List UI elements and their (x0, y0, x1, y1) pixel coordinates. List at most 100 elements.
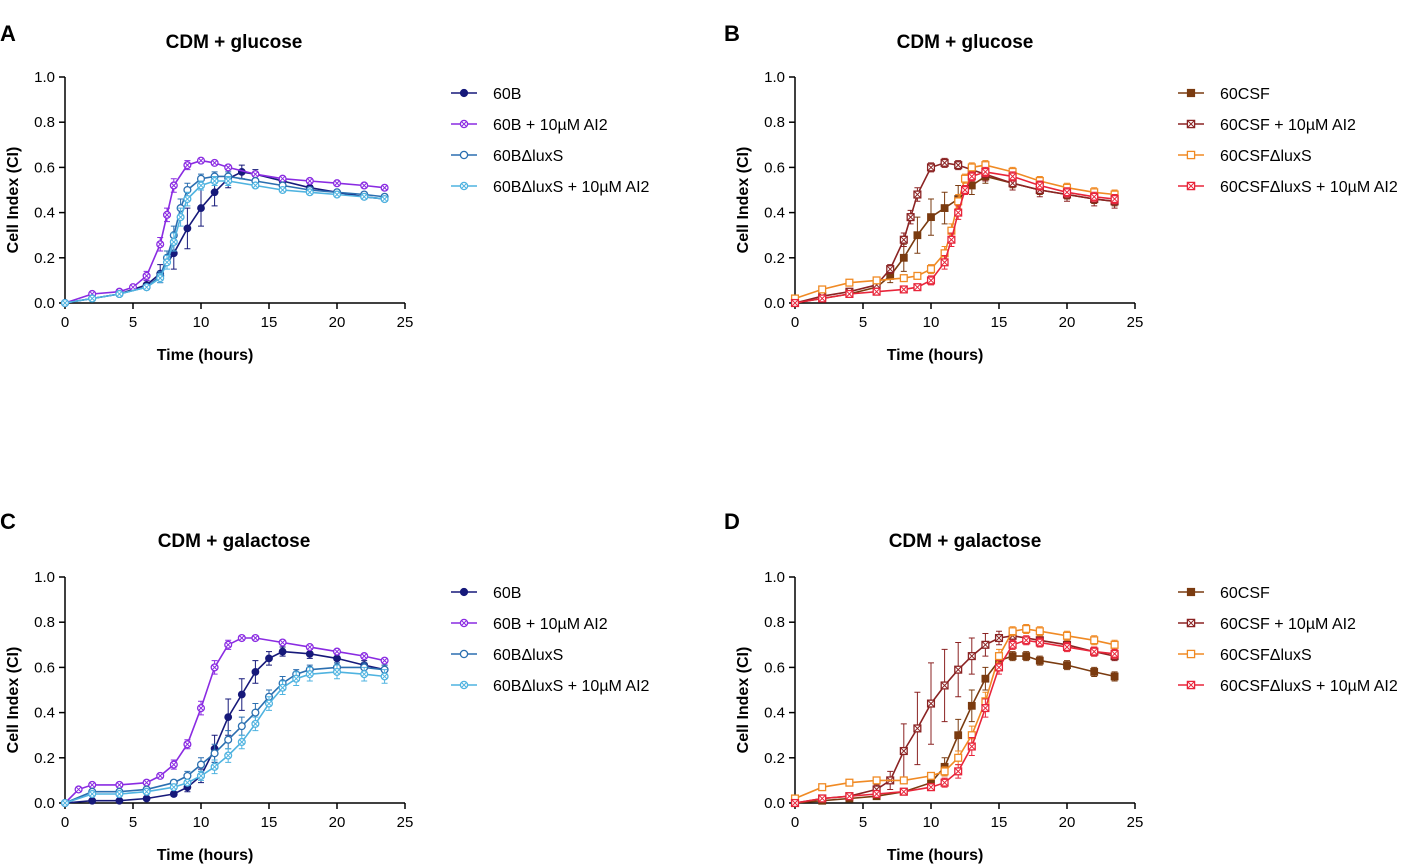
data-point (183, 224, 192, 233)
y-tick-label: 0.2 (764, 250, 785, 267)
x-tick-label: 0 (61, 814, 69, 831)
data-point (210, 749, 219, 758)
data-point (305, 188, 314, 197)
data-point (196, 760, 206, 769)
legend-label: 60BΔluxS (493, 647, 563, 664)
x-tick-label: 5 (859, 314, 867, 331)
data-point (818, 783, 827, 792)
data-point (169, 783, 178, 792)
data-point (305, 649, 314, 658)
x-tick-label: 0 (791, 814, 799, 831)
legend-label: 60CSFΔluxS + 10µM AI2 (1220, 678, 1398, 695)
x-tick-label: 25 (1127, 814, 1144, 831)
data-point (994, 652, 1004, 661)
x-tick-label: 20 (329, 814, 346, 831)
data-point (1062, 188, 1072, 197)
y-tick-label: 0.4 (764, 205, 785, 222)
legend-marker (459, 680, 469, 690)
legend-label: 60CSFΔluxS (1220, 647, 1312, 664)
legend-label: 60CSF (1220, 585, 1270, 602)
data-point (926, 783, 936, 792)
data-point (224, 735, 233, 744)
data-point (872, 789, 881, 799)
legend-item: 60CSFΔluxS + 10µM AI2 (1178, 678, 1398, 695)
y-tick-label: 1.0 (764, 569, 785, 586)
data-point (162, 258, 172, 267)
series-3 (60, 175, 389, 308)
series-line (794, 655, 1115, 804)
x-tick-label: 25 (1127, 314, 1144, 331)
data-point (115, 796, 124, 805)
panel-letter: A (0, 21, 16, 46)
data-point (818, 285, 827, 294)
series-3 (790, 166, 1119, 308)
panel-letter: C (0, 509, 16, 534)
y-tick-label: 0.0 (764, 795, 785, 812)
data-point (886, 265, 895, 274)
data-point (960, 174, 970, 183)
x-tick-label: 5 (129, 814, 137, 831)
y-tick-label: 0.6 (34, 659, 55, 676)
data-point (845, 778, 854, 787)
legend-item: 60B + 10µM AI2 (451, 117, 608, 134)
data-point (278, 683, 287, 692)
legend-item: 60BΔluxS + 10µM AI2 (451, 179, 650, 196)
panel-d: D CDM + galactose 0.0 0.2 0.4 0.6 0.8 1.0 0 5 10 15… (724, 509, 1398, 864)
legend-item: 60BΔluxS + 10µM AI2 (451, 678, 650, 695)
data-point (818, 794, 827, 803)
data-point (360, 181, 369, 190)
data-point (790, 298, 800, 308)
legend-label: 60CSF + 10µM AI2 (1220, 616, 1356, 633)
data-point (926, 163, 936, 172)
data-point (197, 204, 205, 212)
legend-marker (459, 119, 469, 129)
panel-b: B CDM + glucose 0.0 0.2 0.4 0.6 0.8 1.0 0 5 10 15 20… (724, 21, 1398, 364)
legend-item: 60BΔluxS (451, 148, 563, 165)
data-point (981, 704, 990, 713)
data-point (169, 760, 178, 769)
data-point (790, 798, 800, 808)
data-point (872, 776, 881, 785)
series-line (64, 637, 385, 804)
data-point (183, 778, 192, 787)
legend-label: 60BΔluxS (493, 148, 563, 165)
data-point (156, 240, 165, 249)
data-point (1022, 636, 1031, 645)
data-point (967, 701, 976, 710)
legend-marker (459, 181, 469, 191)
x-tick-label: 10 (923, 814, 940, 831)
data-point (899, 776, 908, 785)
data-point (210, 762, 219, 771)
data-point (237, 690, 246, 699)
data-point (60, 298, 70, 308)
data-point (156, 771, 165, 780)
legend-item: 60CSF (1178, 86, 1270, 103)
data-point (1035, 656, 1044, 665)
data-point (967, 172, 976, 181)
data-point (210, 188, 219, 197)
data-point (380, 672, 389, 681)
data-point (251, 719, 260, 728)
chart-title: CDM + galactose (158, 531, 311, 552)
data-point (210, 176, 219, 186)
legend-label: 60B (493, 585, 521, 602)
panel-a: A CDM + glucose 0.0 0.2 0.4 0.6 0.8 1.0 0 5 10 15 20… (0, 21, 650, 364)
x-tick-label: 20 (1059, 314, 1076, 331)
data-point (60, 798, 70, 808)
data-point (954, 208, 963, 217)
data-point (1008, 652, 1017, 661)
data-point (305, 670, 314, 679)
data-point (332, 179, 342, 188)
legend-label: 60CSF (1220, 86, 1270, 103)
data-point (237, 633, 246, 643)
data-point (360, 670, 369, 679)
data-point (380, 656, 389, 665)
data-point (1110, 649, 1119, 658)
y-tick-label: 0.4 (34, 205, 55, 222)
data-point (899, 285, 908, 294)
data-point (899, 235, 908, 244)
data-point (947, 235, 956, 244)
x-axis-label: Time (hours) (157, 347, 254, 364)
data-point (278, 185, 287, 195)
data-point (960, 185, 970, 195)
